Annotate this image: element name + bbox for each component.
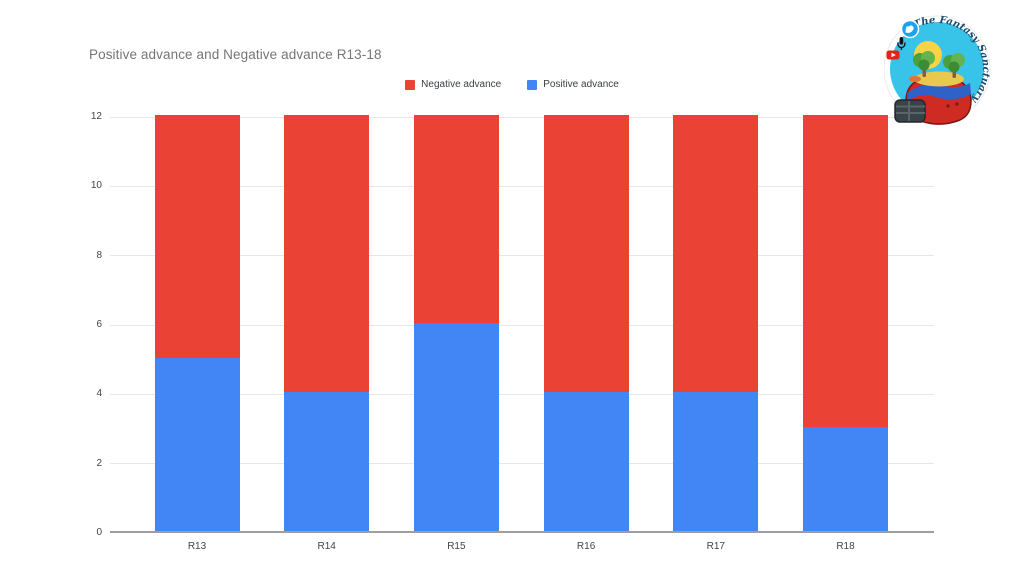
bar-stack-r14	[284, 115, 370, 531]
x-axis-tick-label: R16	[576, 541, 596, 552]
gridline	[110, 255, 934, 257]
gridline	[110, 185, 934, 187]
helmet-rivet	[946, 104, 950, 108]
bar-stack-r16	[543, 115, 629, 531]
bar-segment	[803, 115, 888, 427]
bar-segment	[413, 115, 499, 323]
x-axis-tick-label: R17	[706, 541, 725, 552]
x-axis-line	[110, 531, 934, 533]
y-axis-tick-label: 2	[96, 457, 102, 469]
bar-segment	[154, 357, 240, 531]
island-sand	[914, 71, 964, 87]
youtube-icon	[886, 50, 900, 60]
legend-swatch	[405, 79, 416, 90]
bar-segment	[543, 115, 629, 393]
x-axis-tick-label: R14	[317, 541, 336, 552]
bar-stack-r17	[673, 115, 759, 531]
helmet-stripe	[907, 83, 971, 101]
chart-title: Positive advance and Negative advance R1…	[89, 47, 382, 62]
chart-legend: Negative advance Positive advance	[0, 79, 1024, 90]
y-axis-tick-label: 4	[96, 388, 102, 400]
y-axis-tick-label: 0	[96, 527, 102, 538]
y-axis-tick-label: 6	[96, 319, 102, 330]
fantasy-sanctuary-logo: The Fantasy Sanctuary	[884, 15, 991, 125]
gridline	[110, 116, 934, 118]
bar-stack-r13	[154, 115, 240, 531]
island-rock	[909, 76, 921, 82]
bar-segment	[673, 392, 759, 531]
x-axis-tick-label: R15	[447, 541, 466, 552]
helmet-rivet	[955, 102, 959, 106]
legend-swatch	[527, 79, 538, 90]
legend-label: Positive advance	[543, 79, 619, 90]
legend-item: Positive advance	[527, 79, 619, 90]
bar-segment	[284, 115, 370, 393]
gridline	[110, 393, 934, 395]
y-axis-tick-label: 10	[90, 180, 102, 192]
palm-tree-icon	[943, 53, 965, 78]
y-axis-tick-label: 12	[90, 111, 102, 122]
bar-segment	[543, 392, 629, 531]
microphone-icon	[897, 37, 906, 50]
bar-segment	[803, 427, 888, 531]
gridline	[110, 324, 934, 326]
twitter-icon	[900, 19, 920, 39]
x-axis-tick-label: R18	[836, 541, 855, 552]
bar-stack-r18	[803, 115, 888, 531]
gridline	[110, 463, 934, 465]
palm-tree-icon	[913, 51, 935, 77]
legend-item: Negative advance	[405, 79, 501, 90]
helmet-facemask	[894, 99, 926, 123]
x-axis-tick-label: R13	[187, 541, 207, 552]
legend-label: Negative advance	[421, 79, 502, 90]
bar-segment	[284, 392, 370, 531]
bar-stack-r15	[413, 115, 499, 531]
bar-segment	[154, 115, 240, 358]
plot-area: 0 2 4 6 8 10 12 R13 R14 R15 R16 R17 R18	[91, 111, 934, 552]
bar-segment	[673, 115, 759, 393]
y-axis-tick-label: 8	[96, 249, 102, 261]
bar-segment	[413, 323, 499, 531]
